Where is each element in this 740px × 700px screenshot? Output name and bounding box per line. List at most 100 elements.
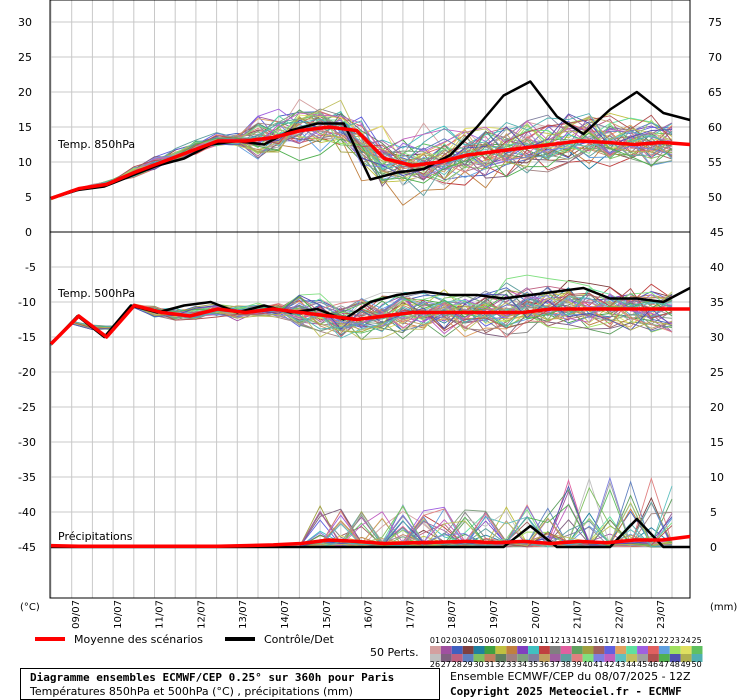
legend-pert-number: 22	[659, 636, 669, 645]
ensemble-member-line	[50, 119, 673, 200]
legend-pert-number: 28	[452, 660, 462, 668]
ensemble-member-line	[50, 296, 672, 344]
legend-pert-number: 29	[463, 660, 473, 668]
date-label: 09/07	[71, 600, 82, 629]
right-tick-label: 45	[710, 226, 724, 239]
legend-pert-swatch	[462, 654, 474, 662]
legend-pert-swatch	[669, 654, 681, 662]
legend-pert-number: 38	[561, 660, 571, 668]
legend-pert-number: 05	[474, 636, 484, 645]
legend-pert-number: 10	[528, 636, 538, 645]
legend-pert-swatch	[484, 646, 496, 654]
legend-pert-swatch	[517, 654, 529, 662]
legend-pert-swatch	[582, 654, 594, 662]
legend-pert-number: 25	[692, 636, 702, 645]
legend-perts-label: 50 Perts.	[370, 646, 419, 659]
date-label: 18/07	[447, 600, 458, 629]
ensemble-member-line	[50, 289, 673, 346]
chart-subtitle: Températures 850hPa et 500hPa (°C) , pré…	[30, 685, 353, 698]
legend-pert-swatch	[637, 654, 648, 662]
legend-pert-number: 47	[659, 660, 669, 668]
panel-label-850: Temp. 850hPa	[57, 138, 135, 151]
mean-line-850	[50, 125, 691, 201]
legend-pert-number: 50	[692, 660, 702, 668]
date-label: 19/07	[489, 600, 500, 629]
mean-line-500	[49, 303, 690, 346]
legend-pert-number: 30	[474, 660, 484, 668]
legend-pert-swatch	[506, 654, 518, 662]
right-tick-label: 55	[708, 156, 722, 169]
ensemble-chart: 302520151050-5-10-15-20-25-30-35-40-4575…	[18, 0, 737, 668]
legend-pert-swatch	[549, 654, 561, 662]
legend-pert-number: 23	[670, 636, 680, 645]
plot-area	[50, 0, 690, 598]
legend-pert-number: 41	[593, 660, 603, 668]
legend-control-label: Contrôle/Det	[264, 633, 334, 646]
legend-pert-number: 20	[637, 636, 647, 645]
legend-pert-number: 27	[441, 660, 451, 668]
legend-pert-number: 19	[626, 636, 636, 645]
legend-pert-swatch	[560, 646, 572, 654]
date-label: 10/07	[113, 600, 124, 629]
legend-pert-swatch	[430, 654, 441, 662]
legend-pert-number: 11	[539, 636, 549, 645]
legend-pert-number: 24	[681, 636, 691, 645]
date-label: 22/07	[614, 600, 625, 629]
legend-pert-number: 04	[463, 636, 473, 645]
legend-pert-number: 43	[615, 660, 625, 668]
legend-pert-swatch	[626, 646, 638, 654]
right-unit: (mm)	[710, 602, 737, 613]
legend-pert-swatch	[604, 646, 616, 654]
legend-pert-number: 17	[604, 636, 614, 645]
legend-pert-number: 33	[506, 660, 516, 668]
left-tick-label: 10	[18, 156, 32, 169]
run-info: Ensemble ECMWF/CEP du 08/07/2025 - 12Z	[450, 670, 691, 683]
legend-pert-swatch	[582, 646, 594, 654]
legend-pert-number: 02	[441, 636, 451, 645]
legend-pert-swatch	[517, 646, 529, 654]
legend-pert-number: 44	[626, 660, 636, 668]
legend-pert-number: 15	[583, 636, 593, 645]
legend-pert-swatch	[658, 654, 670, 662]
date-label: 16/07	[364, 600, 375, 629]
left-tick-label: -30	[18, 436, 36, 449]
panel-label-500: Temp. 500hPa	[57, 287, 135, 300]
right-tick-label: 0	[710, 541, 717, 554]
left-tick-label: -5	[25, 261, 36, 274]
legend-pert-swatch	[593, 646, 605, 654]
legend-pert-swatch	[593, 654, 605, 662]
date-label: 21/07	[573, 600, 584, 629]
mean-line-precip	[50, 534, 691, 549]
legend-pert-swatch	[495, 654, 507, 662]
left-tick-label: -45	[18, 541, 36, 554]
legend-pert-number: 35	[528, 660, 538, 668]
legend-pert-number: 03	[452, 636, 462, 645]
legend-pert-swatch	[691, 646, 703, 654]
legend-pert-swatch	[473, 654, 485, 662]
legend-pert-number: 31	[484, 660, 494, 668]
legend-pert-swatch	[528, 654, 539, 662]
ensemble-member-line	[50, 112, 673, 199]
date-label: 12/07	[196, 600, 207, 629]
legend-pert-number: 12	[550, 636, 560, 645]
legend-pert-number: 13	[561, 636, 571, 645]
legend-pert-number: 06	[484, 636, 494, 645]
right-tick-label: 5	[710, 506, 717, 519]
date-label: 13/07	[238, 600, 249, 629]
legend-pert-swatch	[560, 654, 572, 662]
legend-pert-swatch	[451, 654, 463, 662]
legend-pert-number: 32	[495, 660, 505, 668]
right-tick-label: 35	[710, 296, 724, 309]
legend-pert-swatch	[440, 654, 452, 662]
date-label: 11/07	[155, 600, 166, 629]
legend-pert-number: 07	[495, 636, 505, 645]
right-tick-label: 20	[710, 401, 724, 414]
date-label: 17/07	[405, 600, 416, 629]
legend-pert-swatch	[484, 654, 496, 662]
legend-pert-number: 48	[670, 660, 680, 668]
left-tick-label: 15	[18, 121, 32, 134]
legend-pert-swatch	[615, 646, 627, 654]
legend-pert-swatch	[539, 646, 550, 654]
legend-pert-number: 09	[517, 636, 527, 645]
legend-pert-swatch	[658, 646, 670, 654]
